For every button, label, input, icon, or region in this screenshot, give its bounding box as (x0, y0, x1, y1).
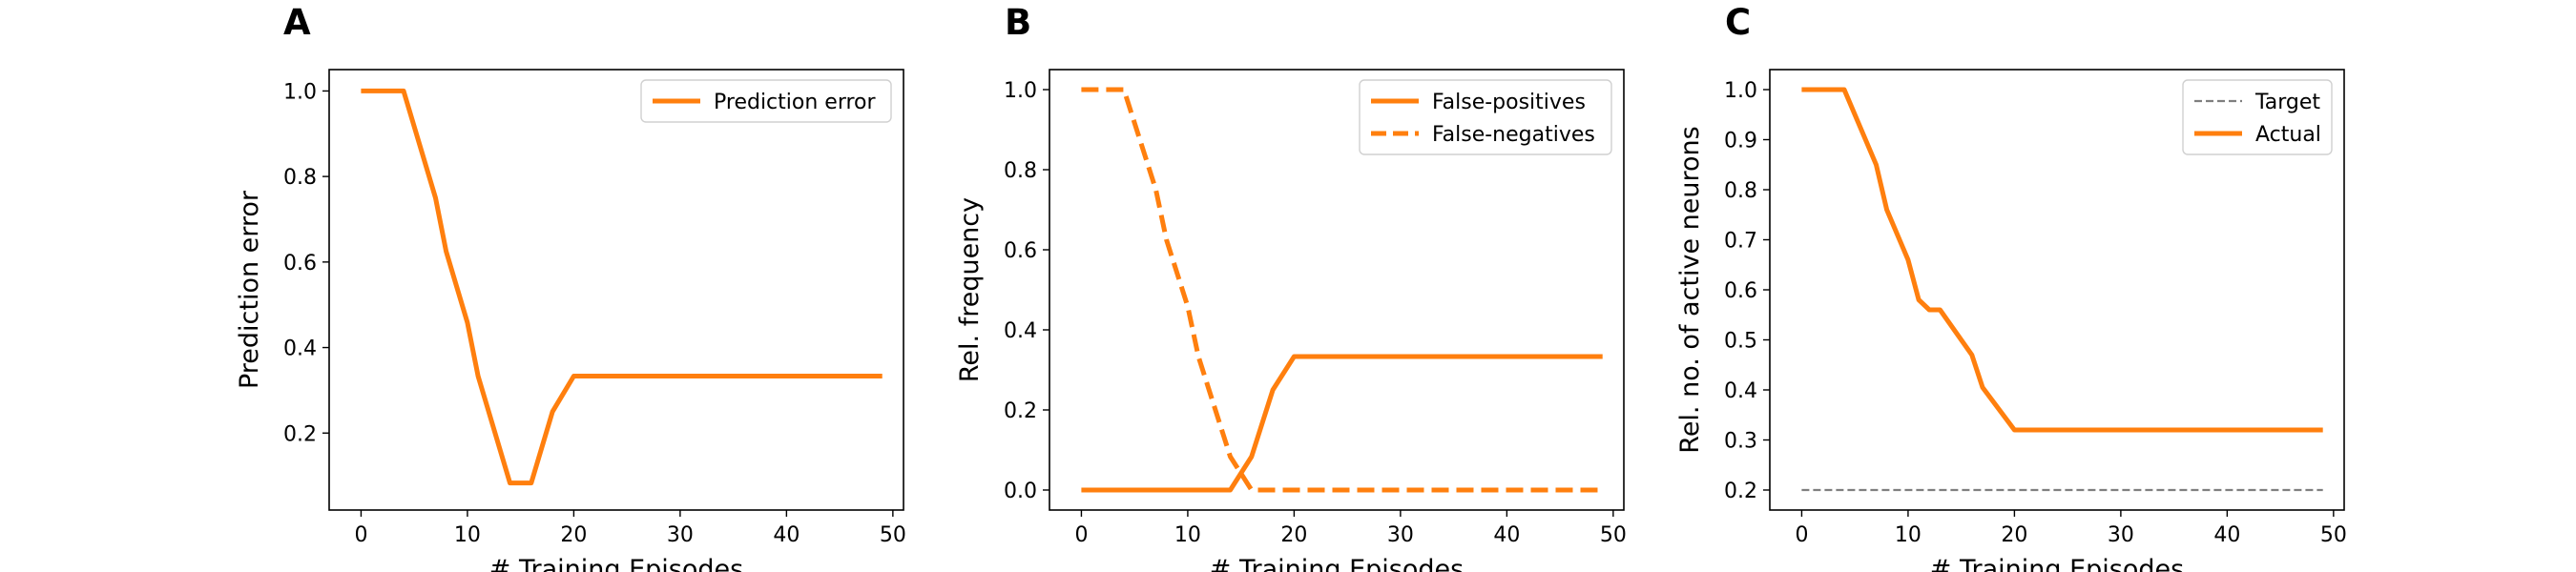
y-tick-label: 0.6 (1724, 279, 1757, 303)
panel-letter: C (1725, 2, 1751, 43)
y-tick-label: 0.0 (1004, 480, 1037, 503)
y-axis-label: Rel. no. of active neurons (1675, 126, 1705, 453)
y-tick-label: 0.4 (1724, 379, 1757, 403)
panel-b: B 0 10 20 30 40 50 0.0 0.2 0.4 0.6 0.8 1.0 # Training… (955, 2, 1627, 572)
y-axis-label: Prediction error (235, 190, 264, 389)
y-tick-label: 0.2 (1724, 480, 1757, 503)
series-line-actual (1801, 87, 2323, 433)
y-axis-label: Rel. frequency (955, 197, 985, 382)
panel-a: A 0 10 20 30 40 50 0.2 0.4 0.6 0.8 1.0 # Training Ep… (235, 2, 906, 572)
series-line-false-positives (1081, 354, 1603, 493)
x-axis-label: # Training Episodes (1930, 555, 2184, 572)
x-tick-label: 10 (454, 523, 481, 547)
y-tick-label: 1.0 (1724, 79, 1757, 103)
y-tick-label: 0.9 (1724, 130, 1757, 153)
y-tick-label: 0.8 (1004, 159, 1037, 183)
x-axis-label: # Training Episodes (489, 555, 743, 572)
y-tick-label: 0.5 (1724, 330, 1757, 354)
y-tick-label: 0.6 (283, 252, 317, 276)
x-tick-label: 50 (2320, 523, 2347, 547)
legend: False-positives False-negatives (1359, 79, 1612, 155)
x-axis-label: # Training Episodes (1210, 555, 1464, 572)
x-tick-label: 30 (2108, 523, 2134, 547)
y-tick-label: 0.3 (1724, 430, 1757, 454)
x-tick-label: 40 (2213, 523, 2240, 547)
legend: Target Actual (2182, 79, 2333, 155)
x-tick-label: 20 (1280, 523, 1307, 547)
legend-box (640, 79, 892, 123)
legend-label: False-negatives (1432, 123, 1595, 147)
legend-label: Target (2254, 91, 2320, 114)
y-tick-label: 1.0 (283, 80, 317, 104)
series-line-false-negatives (1081, 87, 1603, 493)
y-tick-label: 1.0 (1004, 79, 1037, 103)
legend-label: Prediction error (714, 91, 876, 114)
legend-label: Actual (2255, 123, 2321, 147)
panel-letter: A (283, 2, 311, 43)
y-tick-label: 0.8 (283, 166, 317, 190)
x-tick-label: 30 (1387, 523, 1414, 547)
axes-frame (1049, 69, 1625, 511)
x-tick-label: 40 (1493, 523, 1520, 547)
y-tick-label: 0.7 (1724, 230, 1757, 254)
y-tick-label: 0.8 (1724, 179, 1757, 203)
x-tick-label: 50 (880, 523, 906, 547)
x-tick-label: 20 (560, 523, 587, 547)
panel-c: C 0 10 20 30 40 50 0.2 0.3 0.4 0.5 0.6 0.7 0.8 0.9 1.0 #… (1675, 2, 2347, 572)
axes-frame (328, 69, 904, 511)
x-tick-label: 10 (1895, 523, 1922, 547)
y-tick-label: 0.2 (1004, 399, 1037, 423)
legend-label: False-positives (1432, 91, 1586, 114)
y-tick-label: 0.4 (283, 337, 317, 361)
legend-box (1359, 79, 1612, 155)
x-tick-label: 20 (2001, 523, 2027, 547)
x-tick-label: 0 (1795, 523, 1808, 547)
legend: Prediction error (640, 79, 892, 123)
y-tick-label: 0.6 (1004, 239, 1037, 263)
x-tick-label: 30 (667, 523, 694, 547)
x-tick-label: 50 (1600, 523, 1627, 547)
x-tick-label: 0 (354, 523, 367, 547)
panel-letter: B (1005, 2, 1031, 43)
y-tick-label: 0.4 (1004, 319, 1037, 343)
x-tick-label: 0 (1074, 523, 1088, 547)
x-tick-label: 40 (773, 523, 800, 547)
y-tick-label: 0.2 (283, 422, 317, 446)
x-tick-label: 10 (1174, 523, 1201, 547)
series-line-prediction-error (361, 88, 883, 486)
